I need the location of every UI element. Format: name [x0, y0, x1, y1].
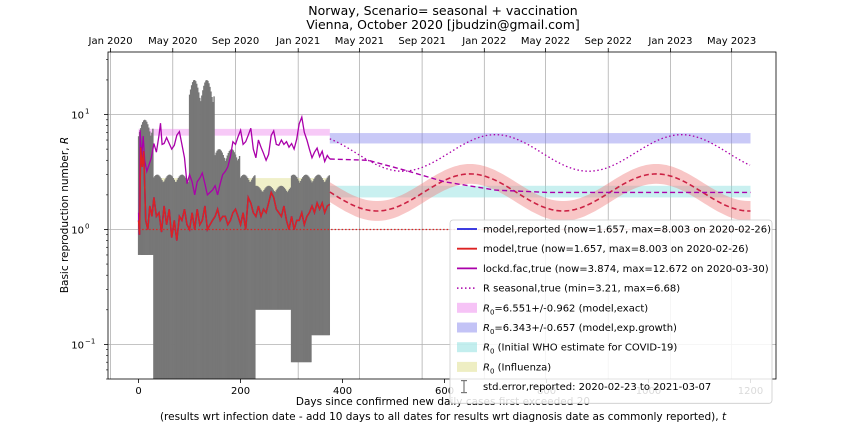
top-axis-tick-label: May 2022: [521, 36, 570, 47]
scenario-projection-line: [329, 173, 751, 212]
chart-subtitle: Vienna, October 2020 [jbudzin@gmail.com]: [306, 17, 580, 32]
top-axis-tick-label: May 2023: [707, 36, 756, 47]
axes: Jan 2020 May 2020 Sep 2020 Jan 2021 May 2021…: [71, 36, 763, 397]
legend-label-symbol: R: [483, 323, 490, 334]
legend-label: R0=6.551+/-0.962 (model,exact): [483, 303, 648, 316]
top-axis-tick-label: May 2020: [148, 36, 197, 47]
y-axis-label-text: Basic reproduction number,: [59, 147, 71, 293]
legend: model,reported (now=1.657, max=8.003 on …: [449, 219, 773, 404]
legend-label-text: (Influenza): [494, 362, 551, 373]
y-axis-var: R: [59, 137, 71, 144]
legend-label: lockd.fac,true (now=3.874, max=12.672 on…: [483, 264, 769, 275]
legend-label: model,reported (now=1.657, max=8.003 on …: [483, 225, 771, 236]
lockdown-trend-line: [329, 158, 751, 194]
series-model-true: [137, 147, 331, 241]
legend-label-subscript: 0: [490, 348, 494, 356]
top-axis-tick-label: Jan 2022: [461, 36, 506, 47]
scenario-uncertainty-band: [329, 164, 751, 221]
x-axis-note-text: (results wrt infection date - add 10 day…: [160, 411, 719, 423]
y-axis-tick-label: 10: [71, 225, 84, 236]
legend-item-reported: model,reported (now=1.657, max=8.003 on …: [457, 225, 771, 236]
band-r0-6-551-0-962: [138, 128, 330, 136]
legend-label-text: =6.551+/-0.962 (model,exact): [494, 303, 648, 314]
top-axis-tick-label: Jan 2021: [275, 36, 320, 47]
legend-label-symbol: R: [483, 343, 490, 354]
y-axis-tick-label: 10: [71, 111, 84, 122]
legend-item-true: model,true (now=1.657, max=8.003 on 2020…: [457, 244, 749, 255]
legend-box: [449, 219, 773, 404]
x-axis-tick-label: 0: [135, 386, 141, 397]
legend-patch-swatch: [457, 302, 477, 313]
x-axis-label-note: (results wrt infection date - add 10 day…: [160, 411, 727, 423]
legend-label: R seasonal,true (min=3.21, max=6.68): [483, 284, 680, 295]
y-axis-tick-label: 10: [71, 340, 84, 351]
legend-label-text: =6.343+/-0.657 (model,exp.growth): [494, 323, 677, 334]
legend-patch-swatch: [457, 342, 477, 353]
legend-label-symbol: R: [483, 362, 490, 373]
legend-label-text: (Initial WHO estimate for COVID-19): [494, 343, 677, 354]
legend-label: R0 (Influenza): [483, 362, 551, 375]
legend-patch-swatch: [457, 361, 477, 372]
top-axis-tick-label: Jan 2023: [647, 36, 692, 47]
legend-label-symbol: R: [483, 303, 490, 314]
y-axis-tick-exponent: 1: [85, 108, 89, 116]
legend-label-subscript: 0: [490, 367, 494, 375]
legend-item-expgrowth: R0=6.343+/-0.657 (model,exp.growth): [457, 322, 677, 336]
top-axis-tick-label: Sep 2020: [212, 36, 259, 47]
legend-patch-swatch: [457, 322, 477, 333]
legend-item-seasonal: R seasonal,true (min=3.21, max=6.68): [457, 284, 680, 295]
top-axis-tick-label: May 2021: [335, 36, 384, 47]
legend-item-who: R0 (Initial WHO estimate for COVID-19): [457, 342, 677, 356]
legend-item-lockd: lockd.fac,true (now=3.874, max=12.672 on…: [457, 264, 769, 275]
x-axis-var: t: [722, 411, 727, 423]
y-axis-tick-exponent: 0: [85, 222, 89, 230]
y-axis-tick-exponent: −1: [85, 337, 95, 345]
x-axis-tick-label: 600: [435, 386, 454, 397]
legend-item-stderr: std.error,reported: 2020-02-23 to 2021-0…: [461, 380, 711, 394]
y-axis-label: Basic reproduction number, R: [59, 137, 71, 293]
legend-item-influenza: R0 (Influenza): [457, 361, 551, 375]
legend-item-exact: R0=6.551+/-0.962 (model,exact): [457, 302, 648, 316]
band-r0-6-343-0-657: [329, 133, 751, 144]
legend-label-subscript: 0: [490, 308, 494, 316]
chart-title: Norway, Scenario= seasonal + vaccination: [308, 3, 577, 18]
top-axis-tick-label: Jan 2020: [88, 36, 133, 47]
x-axis-tick-label: 200: [231, 386, 250, 397]
top-axis-tick-label: Sep 2021: [398, 36, 445, 47]
plot-frame: [107, 51, 777, 380]
plot-area: [137, 79, 751, 379]
top-axis-tick-label: Sep 2022: [584, 36, 631, 47]
legend-label: model,true (now=1.657, max=8.003 on 2020…: [483, 244, 749, 255]
legend-label: R0 (Initial WHO estimate for COVID-19): [483, 343, 677, 356]
band-r0: [329, 185, 751, 198]
legend-label: std.error,reported: 2020-02-23 to 2021-0…: [483, 382, 711, 393]
series-lockdown-factor: [137, 114, 331, 235]
legend-label: R0=6.343+/-0.657 (model,exp.growth): [483, 323, 677, 336]
legend-label-subscript: 0: [490, 328, 494, 336]
x-axis-tick-label: 400: [333, 386, 352, 397]
